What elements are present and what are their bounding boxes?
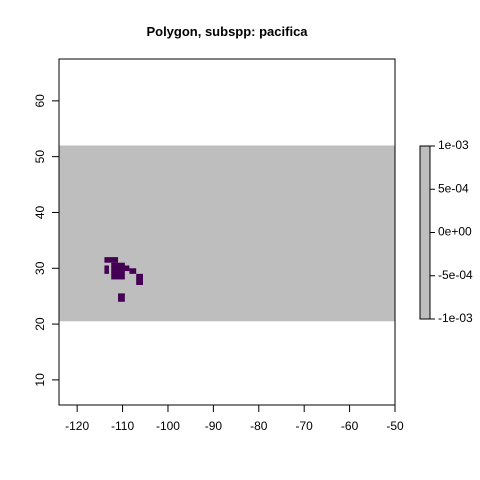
x-tick-label: -50 bbox=[386, 419, 404, 433]
polygon-cell bbox=[118, 293, 125, 302]
y-tick-label: 60 bbox=[33, 94, 47, 108]
x-tick-label: -70 bbox=[296, 419, 314, 433]
legend-colorbar bbox=[419, 145, 431, 320]
x-tick-label: -120 bbox=[65, 419, 89, 433]
y-tick-label: 30 bbox=[33, 261, 47, 275]
x-tick-label: -80 bbox=[250, 419, 268, 433]
legend-label: -5e-04 bbox=[438, 268, 473, 282]
raster-background bbox=[59, 145, 395, 322]
polygon-cell bbox=[104, 265, 109, 274]
legend-label: 5e-04 bbox=[438, 181, 469, 195]
y-axis: 10 20 30 40 50 60 bbox=[33, 94, 60, 387]
legend-label: 1e-03 bbox=[438, 138, 469, 152]
legend: 1e-03 5e-04 0e+00 -5e-04 -1e-03 bbox=[419, 138, 473, 325]
polygon-cell bbox=[129, 268, 137, 274]
polygon-cell bbox=[104, 257, 119, 263]
legend-label: -1e-03 bbox=[438, 311, 473, 325]
y-tick-label: 20 bbox=[33, 317, 47, 331]
x-tick-label: -90 bbox=[205, 419, 223, 433]
chart-title: Polygon, subspp: pacifica bbox=[146, 24, 308, 39]
polygon-cell bbox=[136, 273, 143, 286]
plot-area bbox=[59, 145, 395, 322]
x-tick-label: -60 bbox=[341, 419, 359, 433]
y-tick-label: 40 bbox=[33, 205, 47, 219]
polygon-cell bbox=[122, 265, 130, 272]
x-tick-label: -100 bbox=[156, 419, 180, 433]
legend-label: 0e+00 bbox=[438, 225, 472, 239]
x-axis: -120 -110 -100 -90 -80 -70 -60 -50 bbox=[65, 404, 404, 433]
y-tick-label: 50 bbox=[33, 150, 47, 164]
x-tick-label: -110 bbox=[111, 419, 134, 433]
polygon-cell bbox=[111, 262, 125, 280]
y-tick-label: 10 bbox=[33, 373, 47, 387]
